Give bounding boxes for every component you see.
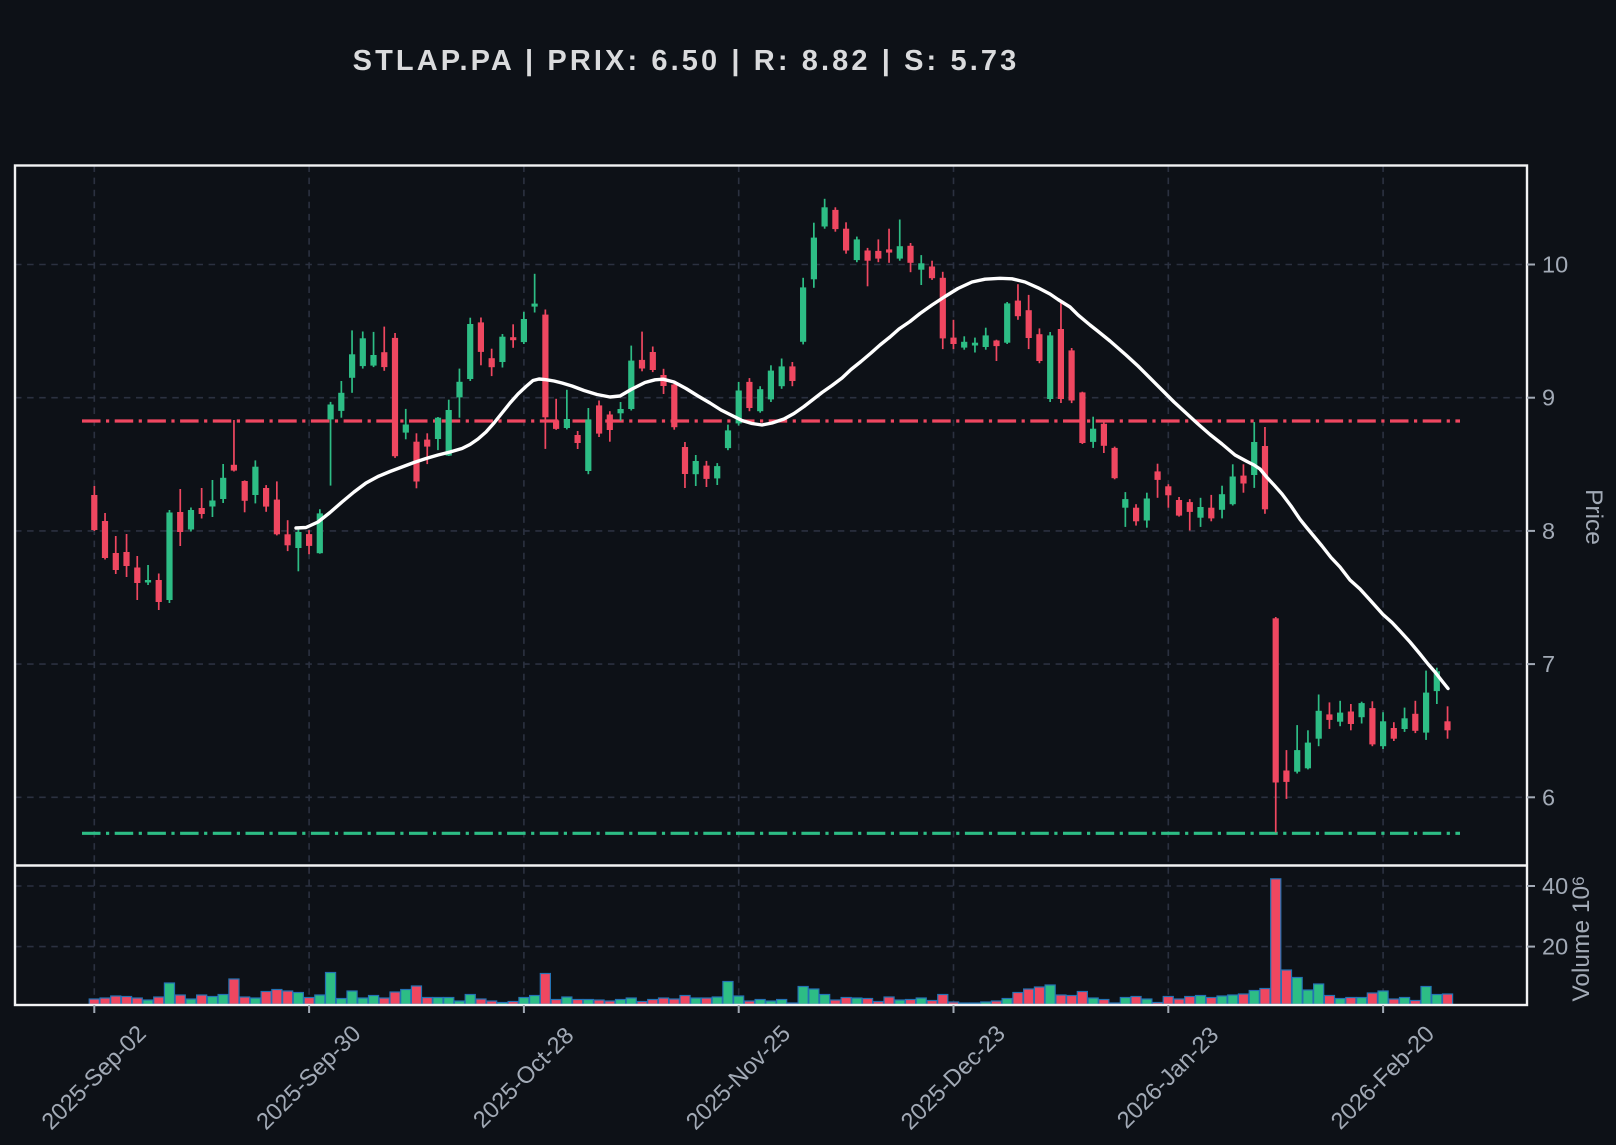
svg-text:10: 10 [1542, 252, 1568, 278]
svg-text:Price: Price [1580, 489, 1607, 545]
svg-text:6: 6 [1542, 784, 1555, 810]
svg-text:STLAP.PA | PRIX: 6.50 | R: 8.8: STLAP.PA | PRIX: 6.50 | R: 8.82 | S: 5.7… [353, 45, 1020, 77]
svg-text:7: 7 [1542, 651, 1555, 677]
svg-text:40: 40 [1542, 873, 1568, 899]
svg-text:9: 9 [1542, 385, 1555, 411]
svg-text:8: 8 [1542, 518, 1555, 544]
svg-text:Volume 106: Volume 106 [1568, 876, 1595, 1001]
svg-text:20: 20 [1542, 934, 1568, 960]
